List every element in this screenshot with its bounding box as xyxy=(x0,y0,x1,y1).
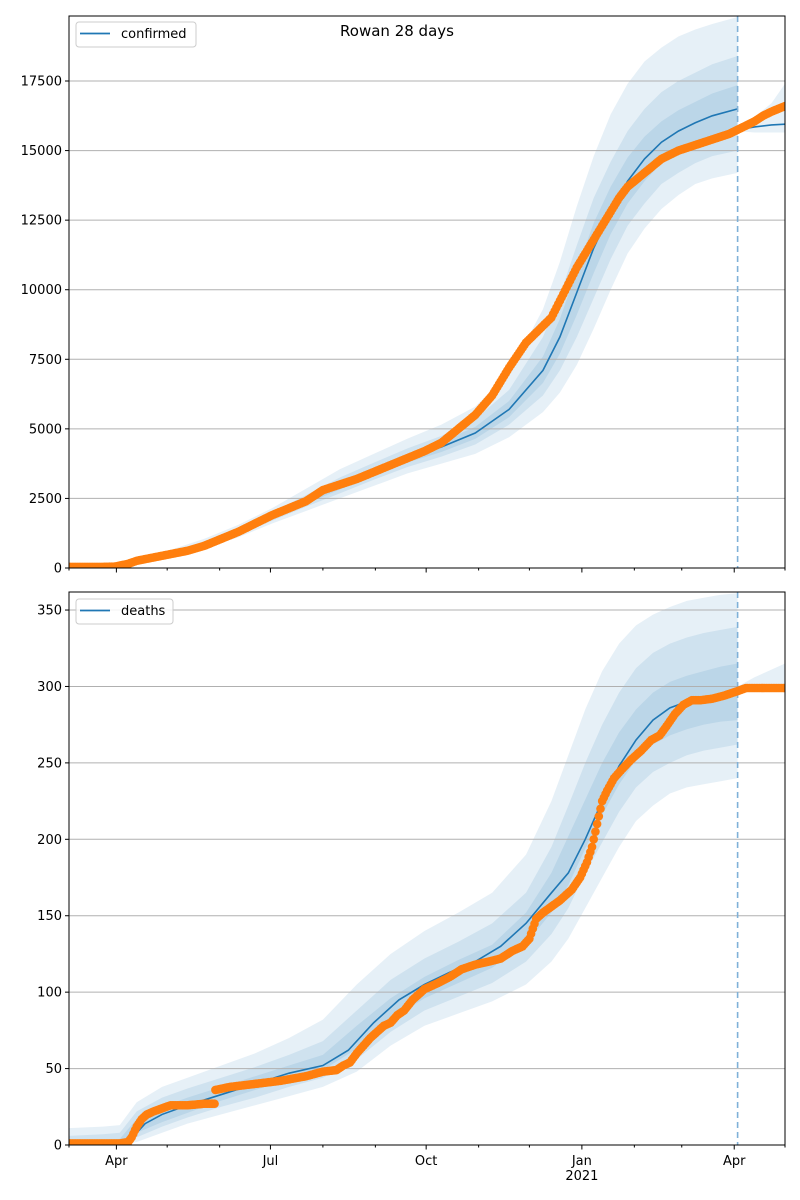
band-outer xyxy=(69,17,738,568)
observed-points xyxy=(69,683,785,1145)
confidence-bands xyxy=(69,593,785,1145)
confirmed-chart: 0 2500 5000 7500 10000 12500 15000 17500 Rowan … xyxy=(21,15,786,577)
x-tick-label: Jul xyxy=(262,1154,279,1169)
x-tick-label: Apr xyxy=(105,1154,128,1169)
y-tick-label: 350 xyxy=(37,604,62,619)
axes-frame xyxy=(68,591,786,1146)
y-tick-label: 300 xyxy=(37,680,62,695)
y-tick-label: 5000 xyxy=(29,422,62,437)
legend-label-confirmed: confirmed xyxy=(121,27,187,42)
observed-point xyxy=(589,835,599,844)
x-tick-label: Oct xyxy=(415,1154,437,1169)
y-tick-label: 0 xyxy=(54,1139,62,1154)
chart-title: Rowan 28 days xyxy=(340,22,454,40)
legend: deaths xyxy=(75,598,174,625)
axes-frame xyxy=(68,15,786,569)
y-tick-label: 250 xyxy=(37,756,62,771)
legend: confirmed xyxy=(75,21,197,48)
y-tick-label: 10000 xyxy=(21,283,62,298)
y-tick-label: 150 xyxy=(37,909,62,924)
x-axis xyxy=(68,568,786,573)
x-axis: Apr Jul Oct Jan 2021 Apr xyxy=(68,1145,786,1184)
y-tick-label: 2500 xyxy=(29,492,62,507)
y-tick-label: 15000 xyxy=(21,144,62,159)
observed-point xyxy=(587,842,597,852)
band-middle xyxy=(69,626,738,1145)
y-tick-label: 200 xyxy=(37,833,62,848)
y-tick-label: 100 xyxy=(37,986,62,1001)
observed-point xyxy=(591,827,600,836)
y-tick-label: 17500 xyxy=(21,75,62,90)
observed-points xyxy=(69,101,785,568)
x-tick-label: Jan 2021 xyxy=(565,1154,598,1184)
y-tick-label: 50 xyxy=(45,1062,62,1077)
band-outer xyxy=(69,593,738,1145)
legend-label-deaths: deaths xyxy=(121,604,166,619)
y-tick-label: 7500 xyxy=(29,353,62,368)
observed-point xyxy=(592,819,602,829)
y-axis: 0 50 100 150 200 250 300 350 xyxy=(37,604,69,1154)
observed-point xyxy=(210,1099,219,1109)
y-tick-label: 12500 xyxy=(21,214,62,229)
observed-point xyxy=(780,683,785,693)
band-inner xyxy=(69,85,738,568)
legend-box xyxy=(75,21,197,48)
confidence-bands xyxy=(69,17,785,568)
band-middle xyxy=(69,55,738,568)
band-inner xyxy=(69,663,738,1145)
observed-point xyxy=(596,804,605,814)
x-tick-label: Apr xyxy=(723,1154,746,1169)
gridlines xyxy=(69,80,785,499)
observed-point xyxy=(594,812,604,821)
legend-box xyxy=(75,598,174,625)
y-axis: 0 2500 5000 7500 10000 12500 15000 17500 xyxy=(21,75,69,577)
observed-point xyxy=(780,101,785,111)
y-tick-label: 0 xyxy=(54,562,62,577)
